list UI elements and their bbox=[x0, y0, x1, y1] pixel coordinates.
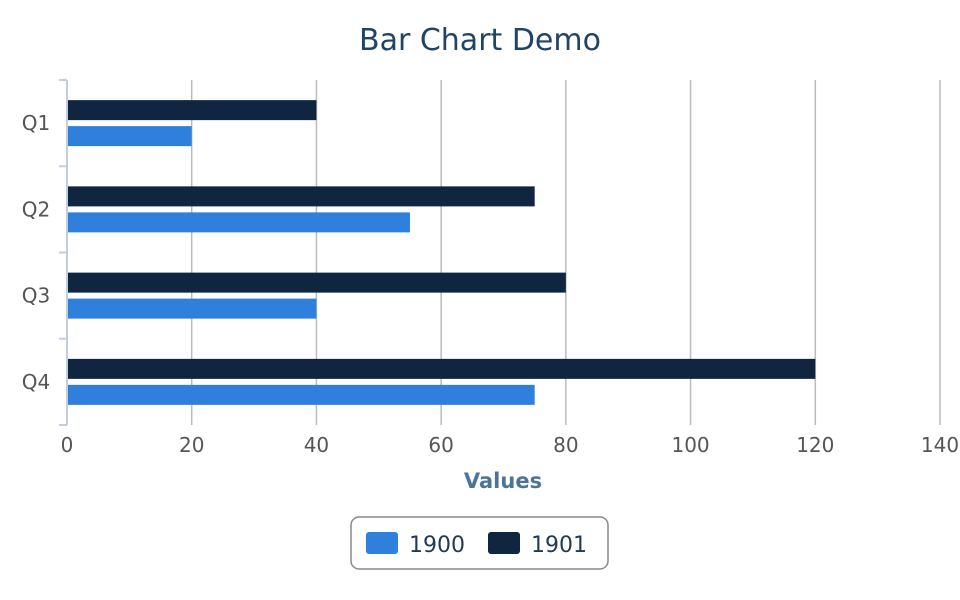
x-tick-label-60: 60 bbox=[428, 433, 453, 457]
legend-label-1901: 1901 bbox=[531, 533, 587, 558]
y-tick-label-Q2: Q2 bbox=[22, 197, 50, 221]
x-tick-label-120: 120 bbox=[796, 433, 834, 457]
bar-Q1-1900[interactable] bbox=[68, 126, 192, 147]
x-tick-label-0: 0 bbox=[61, 433, 74, 457]
y-tick-label-Q4: Q4 bbox=[22, 370, 50, 394]
bar-Q1-1901[interactable] bbox=[68, 100, 317, 121]
legend-box bbox=[350, 516, 609, 570]
bars bbox=[68, 100, 816, 405]
legend-swatch-1901 bbox=[488, 532, 520, 554]
y-tick-label-Q3: Q3 bbox=[22, 284, 50, 308]
x-tick-labels: 0 20 40 60 80 100 120 140 bbox=[61, 433, 959, 457]
chart-title: Bar Chart Demo bbox=[359, 23, 601, 58]
y-tick-labels: Q1 Q2 Q3 Q4 bbox=[22, 111, 50, 394]
bar-Q3-1900[interactable] bbox=[68, 298, 317, 319]
bar-Q2-1900[interactable] bbox=[68, 212, 410, 233]
gridlines bbox=[190, 80, 941, 425]
x-axis-title: Values bbox=[464, 469, 542, 493]
bar-Q4-1901[interactable] bbox=[68, 358, 816, 379]
x-tick-label-20: 20 bbox=[179, 433, 204, 457]
y-tick-label-Q1: Q1 bbox=[22, 111, 50, 135]
bar-Q4-1900[interactable] bbox=[68, 384, 535, 405]
legend-item-1901[interactable]: 1901 bbox=[488, 532, 587, 558]
legend-swatch-1900 bbox=[366, 532, 398, 554]
x-tick-label-40: 40 bbox=[304, 433, 329, 457]
legend[interactable]: 1900 1901 bbox=[350, 516, 609, 570]
legend-item-1900[interactable]: 1900 bbox=[366, 532, 465, 558]
bar-Q3-1901[interactable] bbox=[68, 272, 566, 293]
x-tick-label-100: 100 bbox=[671, 433, 709, 457]
x-tick-label-80: 80 bbox=[553, 433, 578, 457]
x-tick-label-140: 140 bbox=[921, 433, 959, 457]
legend-label-1900: 1900 bbox=[409, 533, 465, 558]
bar-Q2-1901[interactable] bbox=[68, 186, 535, 207]
y-axis bbox=[59, 79, 68, 426]
